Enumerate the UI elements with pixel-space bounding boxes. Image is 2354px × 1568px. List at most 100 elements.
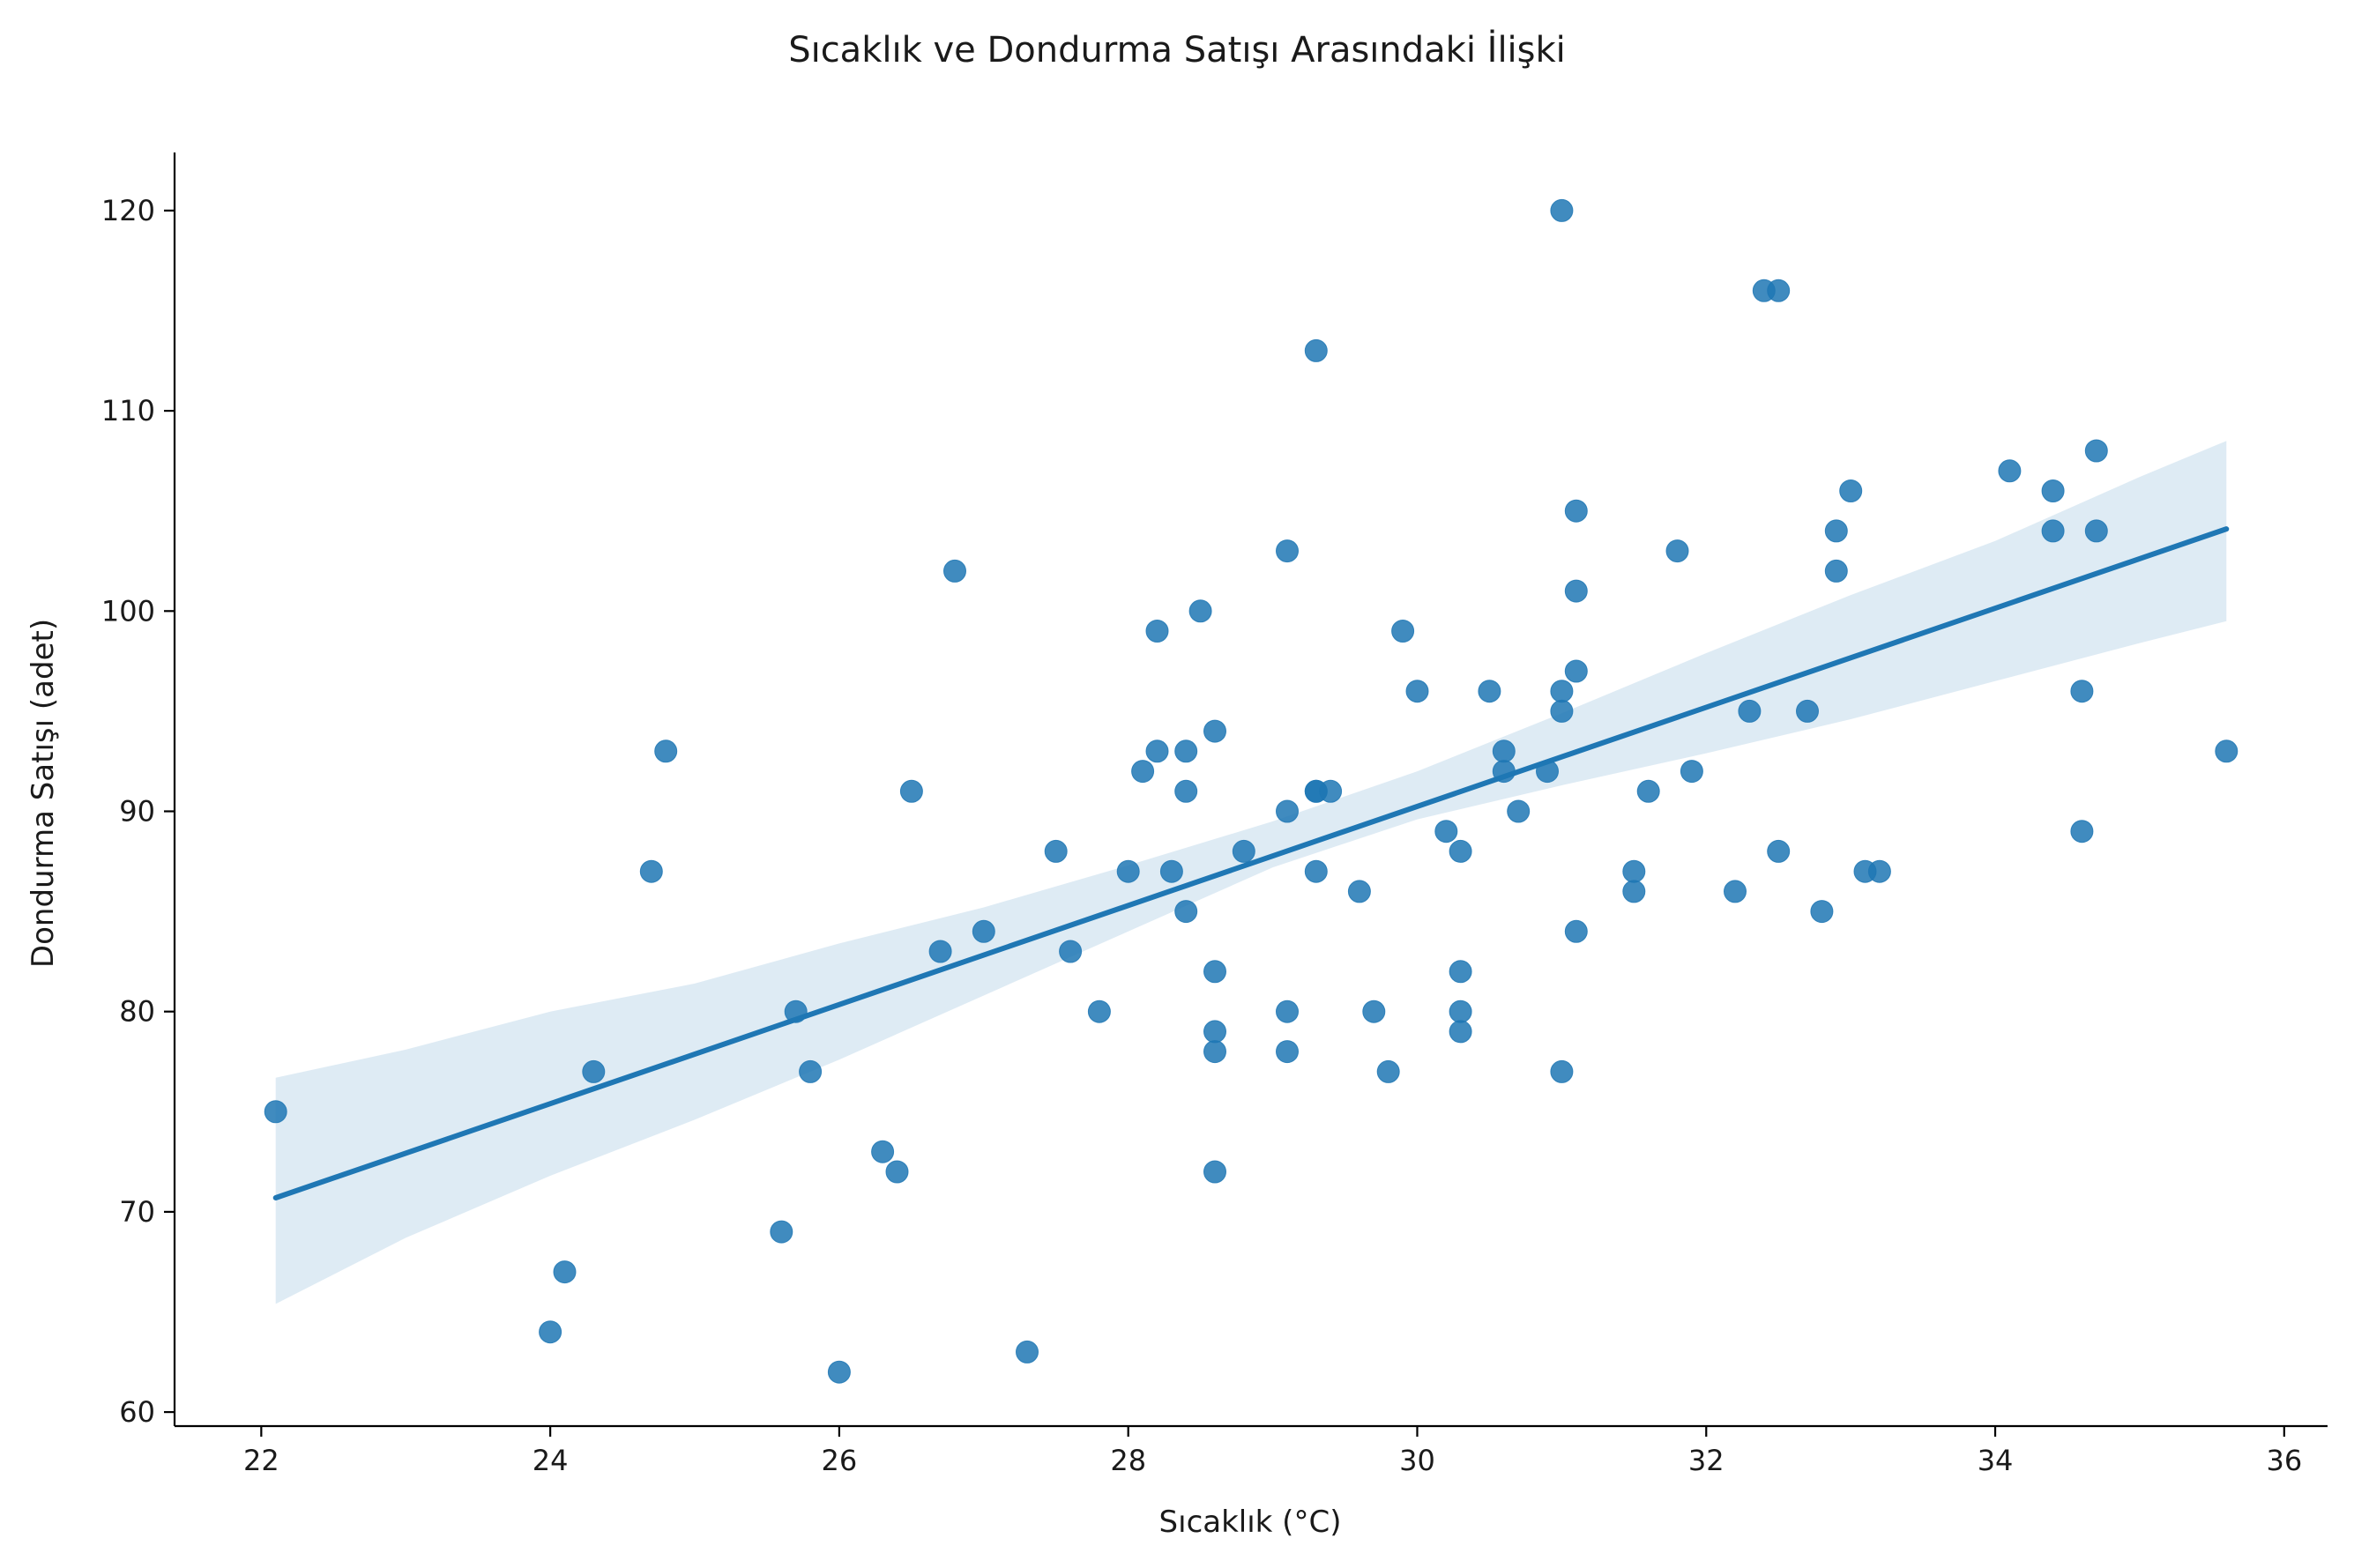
data-point — [784, 1000, 808, 1023]
x-tick-label: 34 — [1978, 1444, 2014, 1477]
data-point — [1796, 699, 1819, 723]
data-point — [1449, 1000, 1472, 1023]
confidence-band — [275, 441, 2227, 1304]
x-tick-label: 32 — [1688, 1444, 1725, 1477]
data-point — [1622, 859, 1646, 883]
data-points-layer — [264, 198, 2239, 1384]
data-point — [2041, 519, 2065, 543]
data-point — [1622, 880, 1646, 903]
x-tick-label: 36 — [2266, 1444, 2302, 1477]
x-tick-label: 22 — [243, 1444, 279, 1477]
data-point — [1839, 479, 1863, 502]
chart-title: Sıcaklık ve Dondurma Satışı Arasındaki İ… — [788, 28, 1566, 71]
data-point — [1174, 779, 1198, 803]
confidence-band-layer — [275, 441, 2227, 1304]
y-tick-label: 60 — [119, 1395, 155, 1429]
data-point — [1319, 779, 1343, 803]
data-point — [1203, 1020, 1226, 1044]
data-point — [1492, 739, 1516, 763]
data-point — [1159, 859, 1183, 883]
regression-line — [272, 526, 2230, 1200]
data-point — [972, 919, 995, 943]
data-point — [799, 1059, 823, 1083]
data-point — [1276, 539, 1299, 563]
data-point — [1434, 820, 1458, 843]
data-point — [654, 739, 678, 763]
data-point — [1059, 940, 1083, 963]
data-point — [1449, 960, 1472, 984]
data-point — [1636, 779, 1660, 803]
data-point — [1276, 1040, 1299, 1064]
x-tick-label: 28 — [1110, 1444, 1146, 1477]
x-tick-label: 30 — [1399, 1444, 1435, 1477]
data-point — [1405, 680, 1429, 703]
data-point — [1376, 1059, 1400, 1083]
x-tick-label: 26 — [822, 1444, 858, 1477]
data-point — [885, 1160, 909, 1184]
data-point — [1087, 1000, 1111, 1023]
data-point — [2070, 820, 2094, 843]
data-point — [1203, 960, 1226, 984]
data-point — [1564, 659, 1588, 683]
data-point — [1276, 799, 1299, 823]
data-point — [1362, 1000, 1386, 1023]
data-point — [899, 779, 923, 803]
data-point — [1550, 198, 1574, 222]
data-point — [1449, 1020, 1472, 1044]
data-point — [1478, 680, 1501, 703]
data-point — [1203, 1040, 1226, 1064]
y-axis-label: Dondurma Satışı (adet) — [26, 619, 61, 968]
data-point — [2084, 439, 2108, 463]
data-point — [1232, 839, 1255, 863]
data-point — [553, 1260, 577, 1284]
data-point — [582, 1059, 606, 1083]
x-tick-label: 24 — [533, 1444, 569, 1477]
x-ticks: 22 24 26 28 30 32 34 36 — [243, 1426, 2302, 1477]
data-point — [539, 1320, 562, 1344]
data-point — [1044, 839, 1068, 863]
regression-line-layer — [272, 526, 2230, 1200]
y-tick-label: 80 — [119, 995, 155, 1029]
data-point — [639, 859, 663, 883]
data-point — [1550, 680, 1574, 703]
data-point — [1145, 620, 1169, 643]
data-point — [827, 1360, 851, 1384]
data-point — [1536, 760, 1559, 784]
y-tick-label: 110 — [101, 394, 155, 427]
data-point — [770, 1220, 793, 1244]
data-point — [1680, 760, 1703, 784]
data-point — [1203, 719, 1226, 743]
data-point — [1347, 880, 1371, 903]
data-point — [1016, 1340, 1039, 1364]
data-point — [1738, 699, 1762, 723]
data-point — [1276, 1000, 1299, 1023]
data-point — [1998, 459, 2022, 483]
data-point — [1145, 739, 1169, 763]
data-point — [1550, 1059, 1574, 1083]
data-point — [1767, 279, 1791, 302]
y-tick-label: 120 — [101, 194, 155, 227]
data-point — [1867, 859, 1891, 883]
data-point — [1564, 919, 1588, 943]
data-point — [1767, 839, 1791, 863]
data-point — [2041, 479, 2065, 502]
data-point — [943, 559, 966, 583]
data-point — [1724, 880, 1747, 903]
data-point — [264, 1100, 287, 1124]
data-point — [1188, 599, 1212, 623]
data-point — [1507, 799, 1531, 823]
data-point — [1810, 900, 1834, 924]
data-point — [1564, 499, 1588, 523]
data-point — [1116, 859, 1140, 883]
data-point — [1492, 760, 1516, 784]
y-tick-label: 100 — [101, 594, 155, 628]
data-point — [1203, 1160, 1226, 1184]
data-point — [928, 940, 952, 963]
data-point — [1304, 338, 1328, 362]
data-point — [1665, 539, 1689, 563]
data-point — [1564, 579, 1588, 603]
data-point — [1449, 839, 1472, 863]
data-point — [1174, 900, 1198, 924]
data-point — [2070, 680, 2094, 703]
